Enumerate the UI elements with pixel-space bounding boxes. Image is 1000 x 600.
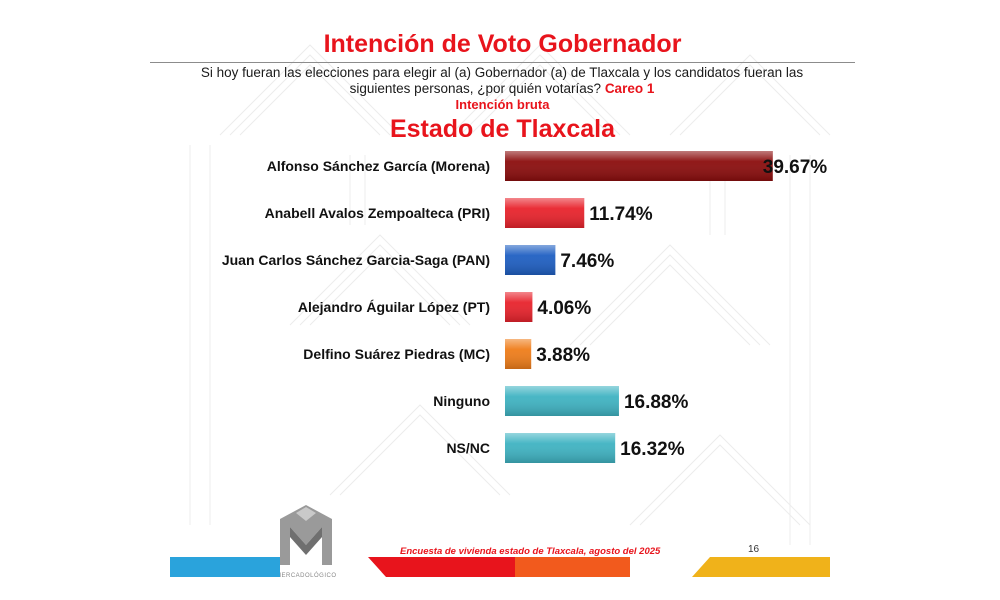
footer-bar-orange [515, 557, 630, 577]
bar-highlight [505, 198, 585, 228]
title-divider [150, 62, 855, 63]
bar-highlight [505, 339, 532, 369]
value-label: 4.06% [537, 298, 591, 319]
page-title: Intención de Voto Gobernador [323, 30, 682, 58]
category-label: Juan Carlos Sánchez Garcia-Saga (PAN) [222, 252, 490, 268]
footer-bar-blue [170, 557, 280, 577]
slide: Intención de Voto Gobernador Si hoy fuer… [150, 25, 855, 580]
category-label: Alfonso Sánchez García (Morena) [267, 158, 490, 174]
category-label: Alejandro Águilar López (PT) [298, 299, 490, 315]
value-label: 16.32% [620, 439, 685, 460]
bar-highlight [505, 386, 619, 416]
category-label: NS/NC [446, 440, 490, 456]
category-label: Delfino Suárez Piedras (MC) [303, 346, 490, 362]
chart-subtitle: Intención bruta [455, 97, 550, 112]
footer-survey-text: Encuesta de vivienda estado de Tlaxcala,… [400, 546, 661, 557]
region-title: Estado de Tlaxcala [389, 115, 616, 143]
logo-text: MERCADOLÓGICO [276, 573, 337, 579]
bar-highlight [505, 433, 616, 463]
question-text: Si hoy fueran las elecciones para elegir… [200, 65, 804, 96]
question-tag: Careo 1 [604, 81, 655, 96]
bar-highlight [505, 151, 773, 181]
bar-highlight [505, 292, 533, 322]
page-number: 16 [748, 544, 760, 555]
category-label: Ninguno [433, 393, 490, 409]
bar-chart: Alfonso Sánchez García (Morena) 39.67% Ana… [222, 151, 828, 463]
value-label: 7.46% [560, 251, 614, 272]
survey-question: Si hoy fueran las elecciones para elegir… [172, 65, 832, 97]
footer-bars [170, 557, 830, 577]
value-label: 3.88% [536, 345, 590, 366]
bar-highlight [505, 245, 556, 275]
company-logo [278, 505, 334, 572]
value-label: 11.74% [589, 204, 652, 225]
value-label: 16.88% [624, 392, 689, 413]
footer-bar-gold [692, 557, 830, 577]
category-label: Anabell Avalos Zempoalteca (PRI) [265, 205, 490, 221]
background-pattern [189, 44, 831, 545]
value-label: 39.67% [763, 157, 828, 178]
